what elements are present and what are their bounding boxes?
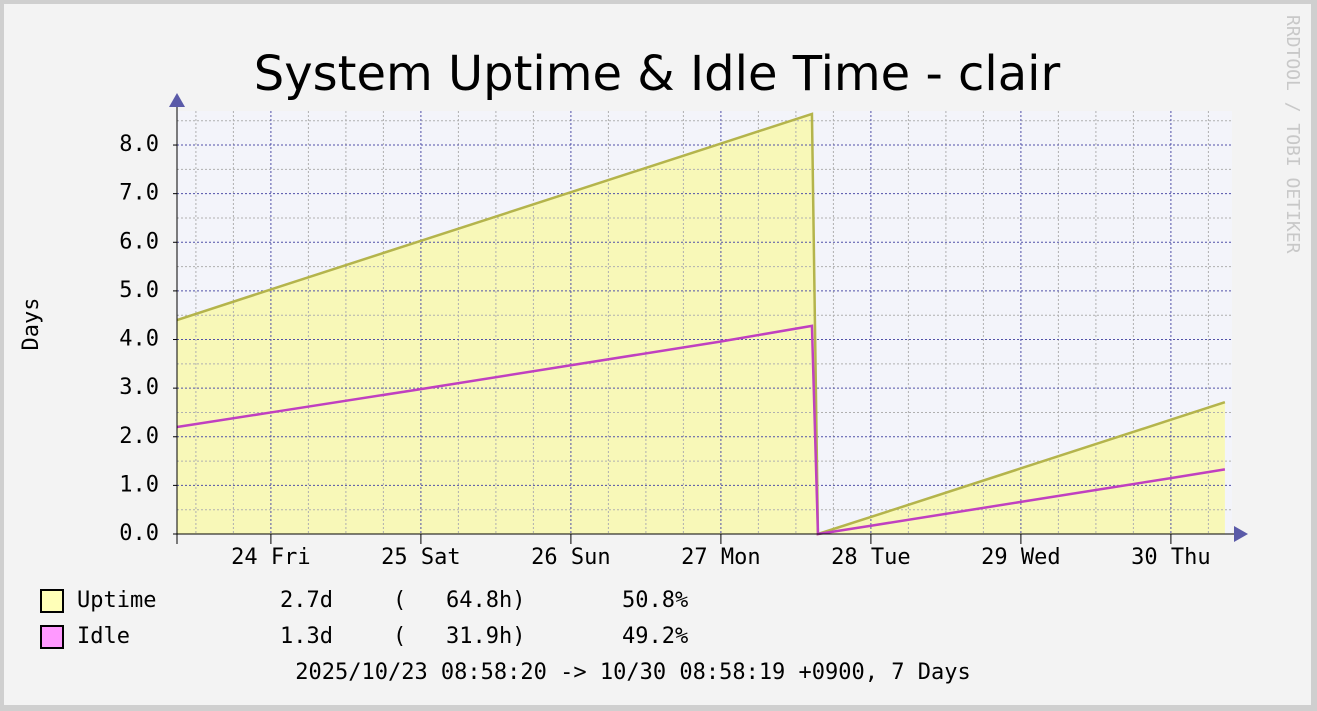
plot-area bbox=[177, 111, 1232, 535]
legend-label: Idle bbox=[77, 624, 130, 649]
x-tick-label: 27 Mon bbox=[681, 545, 760, 570]
x-axis-arrow bbox=[1234, 526, 1248, 542]
x-tick-label: 30 Thu bbox=[1131, 545, 1210, 570]
watermark: RRDTOOL / TOBI OETIKER bbox=[1282, 15, 1303, 254]
x-tick-label: 29 Wed bbox=[981, 545, 1060, 570]
legend-stat: 49.2% bbox=[622, 624, 688, 649]
legend-stat: ( 64.8h) bbox=[393, 588, 525, 613]
area bbox=[177, 113, 1225, 535]
y-tick-label: 0.0 bbox=[119, 521, 159, 546]
y-axis-label: Days bbox=[19, 298, 44, 351]
legend-stat: 2.7d bbox=[280, 588, 333, 613]
footer: 2025/10/23 08:58:20 -> 10/30 08:58:19 +0… bbox=[295, 660, 971, 685]
legend-swatch bbox=[40, 589, 64, 613]
x-tick-label: 24 Fri bbox=[231, 545, 310, 570]
y-tick-label: 1.0 bbox=[119, 472, 159, 497]
y-tick-label: 4.0 bbox=[119, 327, 159, 352]
legend-swatch bbox=[40, 625, 64, 649]
y-tick-label: 2.0 bbox=[119, 424, 159, 449]
y-axis-arrow bbox=[169, 93, 185, 107]
legend-stat: 1.3d bbox=[280, 624, 333, 649]
legend-stat: 50.8% bbox=[622, 588, 688, 613]
x-tick-label: 25 Sat bbox=[381, 545, 460, 570]
y-tick-label: 8.0 bbox=[119, 132, 159, 157]
chart-title: System Uptime & Idle Time - clair bbox=[254, 46, 1061, 102]
legend-stat: ( 31.9h) bbox=[393, 624, 525, 649]
x-tick-label: 28 Tue bbox=[831, 545, 910, 570]
x-tick-label: 26 Sun bbox=[531, 545, 610, 570]
line bbox=[176, 324, 1226, 536]
legend-label: Uptime bbox=[77, 588, 156, 613]
line bbox=[176, 112, 1226, 536]
y-tick-label: 3.0 bbox=[119, 375, 159, 400]
y-tick-label: 6.0 bbox=[119, 229, 159, 254]
y-tick-label: 5.0 bbox=[119, 278, 159, 303]
y-tick-label: 7.0 bbox=[119, 181, 159, 206]
